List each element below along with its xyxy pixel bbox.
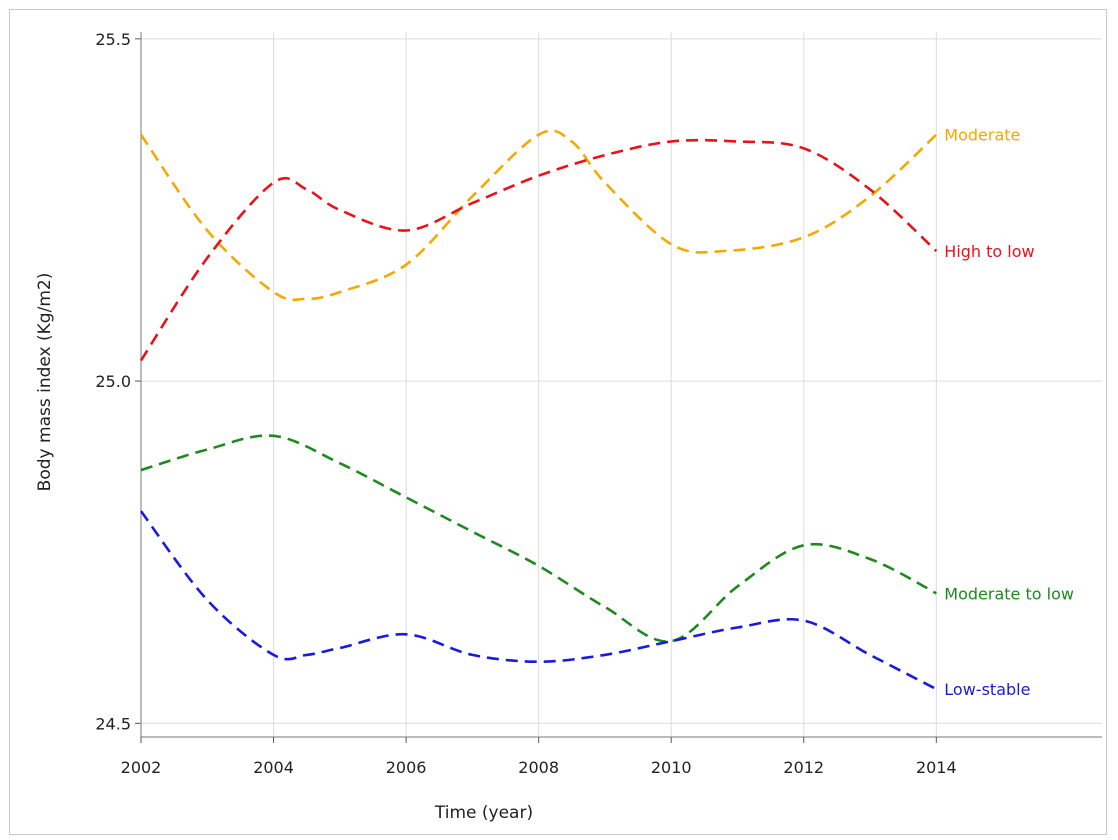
series-line-high-to-low [139,138,938,362]
series-labels: Moderate High to low Moderate to low Low-st… [944,126,1074,699]
x-tick-label: 2012 [783,758,824,777]
y-tick-label: 25.5 [95,30,131,49]
series-line-low-stable [139,510,937,691]
series-label-low-stable: Low-stable [944,680,1030,699]
series-label-moderate-to-low: Moderate to low [944,584,1074,603]
series-lines [139,129,938,691]
series-label-high-to-low: High to low [944,242,1034,261]
x-tick-label: 2014 [916,758,957,777]
chart-frame: 2002 2004 2006 2008 2010 2012 2014 24.5 25.0 25.5… [9,9,1107,835]
y-axis-title: Body mass index (Kg/m2) [35,273,55,492]
x-tick-label: 2008 [518,758,559,777]
x-axis-title: Time (year) [434,803,533,823]
x-tick-label: 2006 [386,758,427,777]
axes: 2002 2004 2006 2008 2010 2012 2014 24.5 25.0 25.5 [95,30,1102,777]
x-tick-label: 2002 [121,758,162,777]
y-tick-label: 25.0 [95,372,131,391]
x-tick-label: 2004 [253,758,294,777]
y-tick-label: 24.5 [95,714,131,733]
x-tick-label: 2010 [651,758,692,777]
line-chart: 2002 2004 2006 2008 2010 2012 2014 24.5 25.0 25.5… [35,30,1102,823]
series-label-moderate: Moderate [944,126,1020,145]
series-line-moderate-to-low [140,434,937,643]
